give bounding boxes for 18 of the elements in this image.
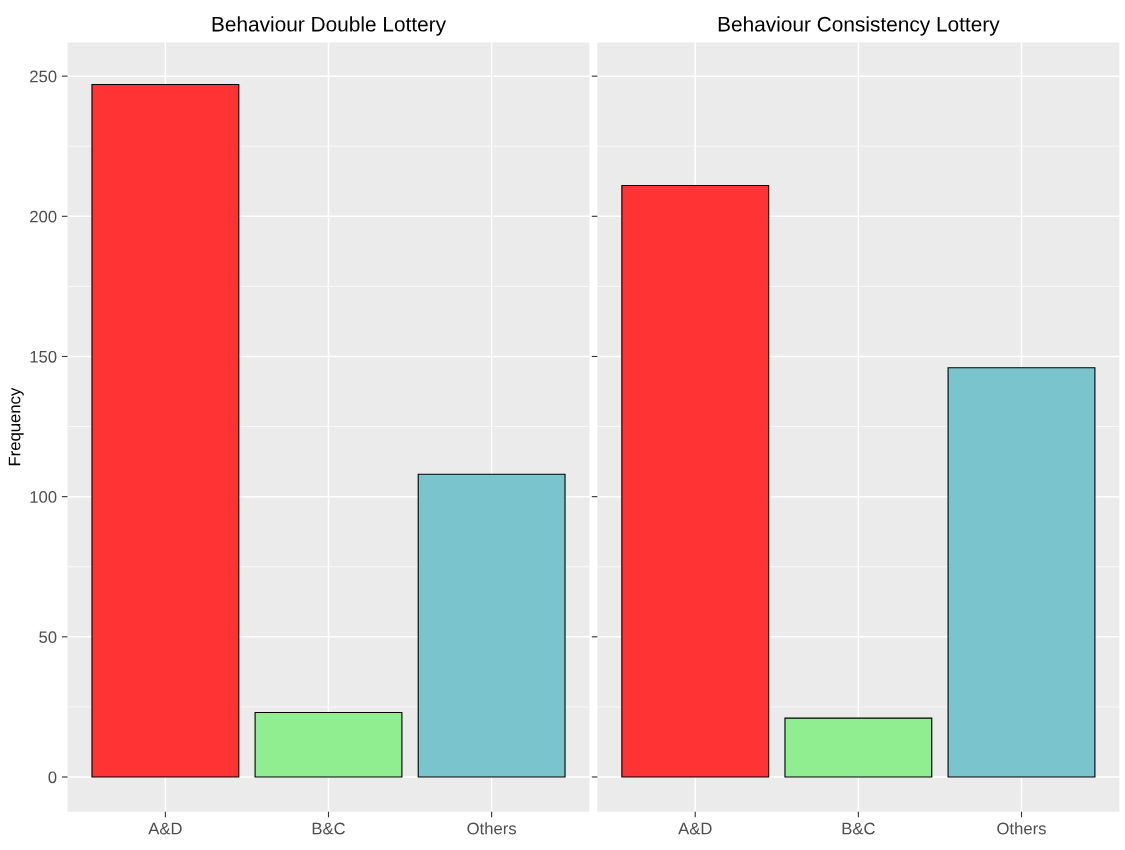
y-tick-label: 250 (30, 70, 57, 83)
x-tick-label: Others (467, 822, 517, 835)
bar (417, 473, 566, 778)
y-tick-label: 100 (30, 491, 57, 503)
y-tick-label: 150 (30, 350, 57, 363)
y-axis-title: Frequency (8, 387, 24, 466)
y-tick-label: 200 (30, 210, 57, 223)
bar (254, 711, 403, 778)
x-tick-label: B&C (842, 822, 875, 835)
chart-title: Behaviour Consistency Lottery (718, 16, 1000, 36)
x-tick-label: Others (997, 822, 1046, 835)
x-tick-label: A&D (148, 822, 182, 835)
x-tick-label: A&D (678, 822, 712, 835)
y-tick-label: 50 (39, 631, 57, 644)
x-tick-label: B&C (312, 822, 345, 835)
bar (91, 83, 240, 778)
y-tick-label: 0 (48, 771, 57, 784)
chart-title: Behaviour Double Lottery (212, 16, 447, 36)
